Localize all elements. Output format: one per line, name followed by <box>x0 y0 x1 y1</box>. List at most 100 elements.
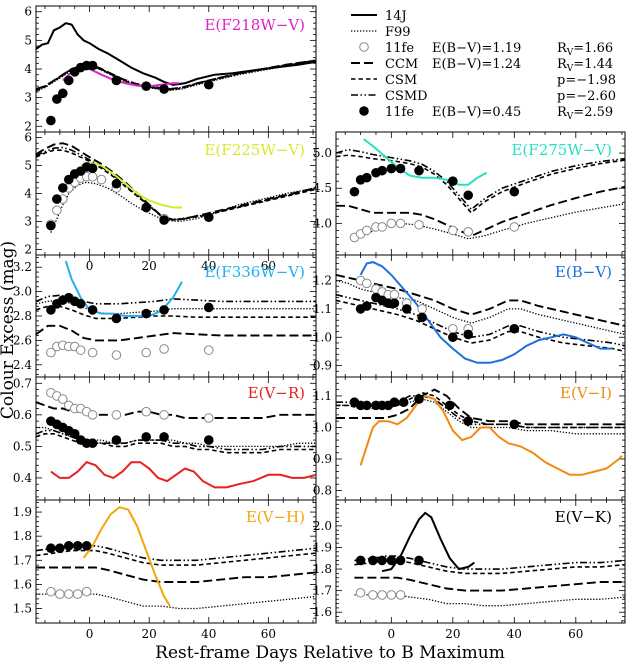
point-filled <box>395 163 406 174</box>
x-tick-label: 0 <box>388 627 396 641</box>
point-filled <box>141 81 152 91</box>
y-tick-label: 1.7 <box>13 553 32 567</box>
point-open <box>414 219 424 230</box>
legend-label-11fe-open: 11fe <box>385 41 414 56</box>
point-open <box>111 410 122 420</box>
y-tick-label: 0.8 <box>313 484 332 498</box>
panel-label: E(V−H) <box>246 508 305 526</box>
point-filled <box>52 194 62 204</box>
plot-area <box>336 138 625 243</box>
point-open <box>368 590 378 600</box>
plot-area <box>36 142 316 233</box>
y-tick-label: 1.6 <box>313 605 332 619</box>
point-filled <box>361 400 372 411</box>
legend-note-rv-csmd: RV=1.44 <box>557 57 613 74</box>
series-dotted <box>351 203 625 240</box>
x-tick-label: 40 <box>201 627 216 641</box>
series-model <box>359 261 613 364</box>
x-tick-label: 20 <box>142 627 157 641</box>
legend-label-CSM: CSM <box>385 73 417 88</box>
point-filled <box>87 305 98 315</box>
panel-F336W-V: 2.4 2.6 2.8 3.0 3.2 E(F336W−V) <box>13 254 317 378</box>
plot-area <box>36 506 316 610</box>
y-tick-label: 5.0 <box>313 146 332 160</box>
series-shortdash <box>336 299 625 353</box>
point-filled <box>398 397 409 408</box>
y-tick-label: 1.6 <box>13 577 32 591</box>
y-tick-label: 4 <box>24 62 32 76</box>
series-dotted <box>354 594 625 607</box>
point-filled <box>159 305 169 315</box>
point-open <box>361 278 372 289</box>
point-open <box>87 171 98 182</box>
y-tick-label: 4.5 <box>313 181 332 195</box>
point-filled <box>463 329 474 340</box>
point-open <box>509 222 520 232</box>
point-filled <box>87 60 98 71</box>
series-dashed <box>36 324 316 342</box>
point-open <box>55 589 65 599</box>
series-solid <box>36 22 316 86</box>
series-model <box>80 161 182 209</box>
point-filled <box>46 115 56 126</box>
series-model <box>359 394 623 476</box>
point-filled <box>159 84 169 94</box>
point-filled <box>111 313 122 324</box>
panel-F275W-V: 4.0 4.5 5.0 E(F275W−V) <box>313 131 626 256</box>
series-dotted <box>36 426 316 448</box>
point-open <box>75 345 86 355</box>
point-filled <box>141 308 152 319</box>
point-filled <box>414 555 424 566</box>
panel-label: E(V−K) <box>555 508 612 526</box>
x-tick-label: 60 <box>568 627 583 641</box>
point-open <box>448 323 458 334</box>
x-tick-label: 40 <box>201 259 216 273</box>
x-tick-label: 20 <box>142 259 157 273</box>
point-open <box>87 410 98 420</box>
point-filled <box>55 543 65 554</box>
x-tick-label: 0 <box>86 627 94 641</box>
series-dashdot <box>336 293 625 347</box>
x-tick-label: 60 <box>261 627 276 641</box>
panel-V-H: 0 20 40 60 1.5 1.6 1.7 1.8 1.9 E(V−H) <box>13 499 317 641</box>
point-filled <box>87 163 98 174</box>
legend-note-ebv-11fe: E(B−V)=0.45 <box>432 105 521 120</box>
point-filled <box>386 163 397 174</box>
point-filled <box>448 332 458 343</box>
panel-F225W-V: 0 20 40 60 2 3 4 5 6 E(F225W−V) <box>24 131 317 273</box>
point-filled <box>368 555 378 566</box>
legend-note-rv-11fe: RV=2.59 <box>557 105 613 122</box>
series-dashed <box>36 401 316 419</box>
point-filled <box>377 555 387 566</box>
plot-area <box>36 260 316 360</box>
series-dashdot <box>36 146 316 221</box>
point-filled <box>389 397 400 408</box>
series-model <box>50 461 316 489</box>
point-filled <box>203 79 214 90</box>
point-filled <box>355 555 366 566</box>
point-filled <box>87 438 98 449</box>
point-open <box>463 227 474 237</box>
series-shortdash <box>36 149 316 221</box>
point-filled <box>377 165 387 176</box>
point-open <box>159 410 169 420</box>
y-tick-label: 0.9 <box>313 452 332 466</box>
point-filled <box>414 394 424 404</box>
plot-area <box>336 388 625 476</box>
point-open <box>52 205 62 216</box>
point-filled <box>63 75 74 86</box>
point-filled <box>81 541 92 551</box>
point-open <box>72 589 83 599</box>
panel-label: E(V−R) <box>248 384 305 402</box>
panel-V-I: 0.8 0.9 1.0 1.1 E(V−I) <box>313 376 626 501</box>
legend-label-11fe-filled: 11fe <box>385 105 414 120</box>
point-filled <box>509 419 520 430</box>
point-filled <box>203 302 214 313</box>
panel-label: E(F218W−V) <box>204 16 305 34</box>
y-tick-label: 2.8 <box>13 309 32 323</box>
y-tick-label: 3.2 <box>13 260 32 274</box>
point-filled <box>509 186 520 197</box>
point-filled <box>141 432 152 442</box>
point-filled <box>69 428 80 439</box>
point-open <box>386 218 397 229</box>
